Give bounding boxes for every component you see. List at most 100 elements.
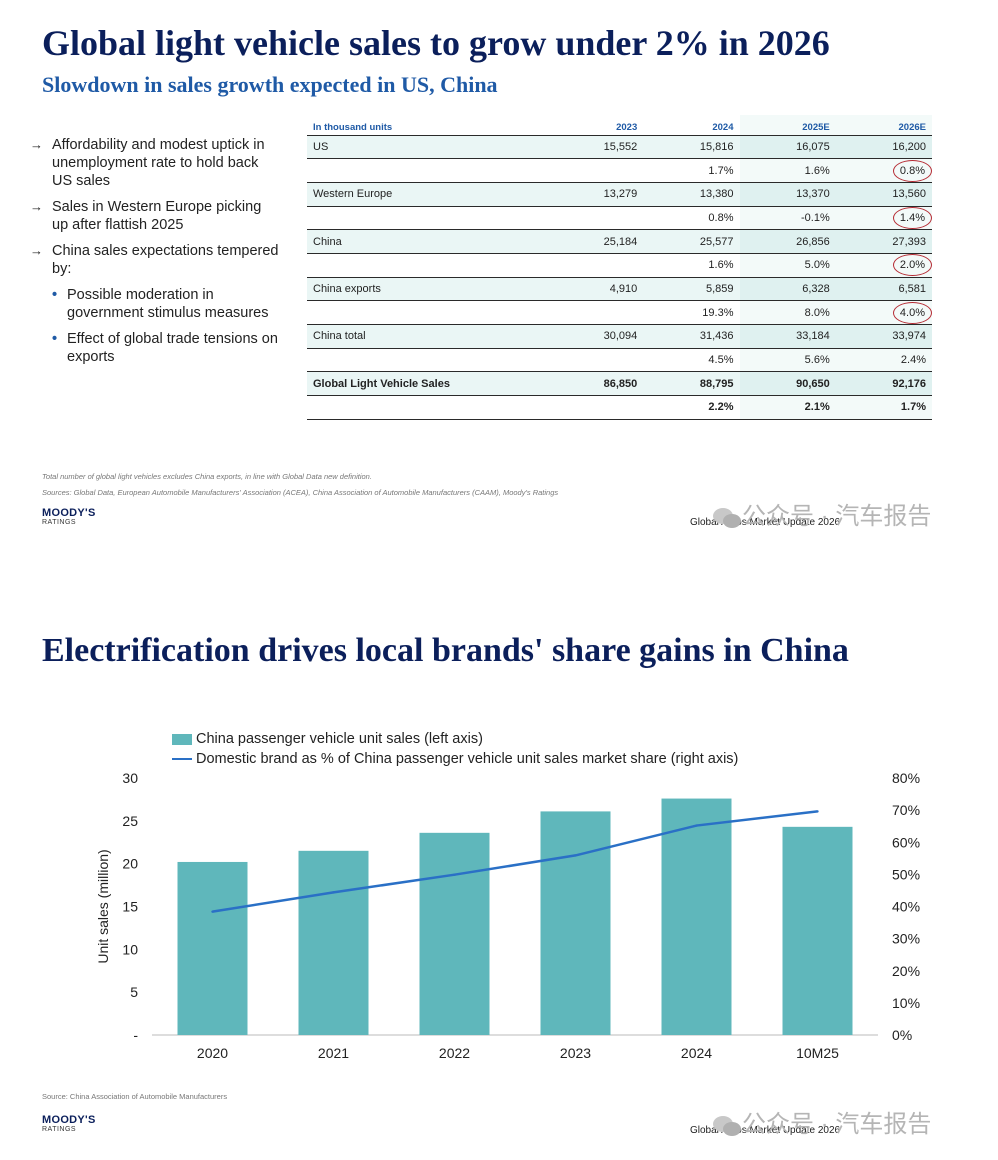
column-header: 2025E (739, 115, 836, 136)
row-label (307, 348, 547, 373)
table-cell: 0.8% (835, 158, 932, 183)
y2-tick-label: 20% (892, 963, 920, 979)
y-tick-label: 30 (122, 770, 138, 786)
y-tick-label: - (133, 1027, 138, 1043)
table-cell (547, 300, 644, 325)
bullet-text: Affordability and modest uptick in unemp… (52, 137, 265, 189)
bar-2020 (177, 861, 248, 1035)
table-cell: 15,552 (547, 135, 644, 160)
row-label: China (307, 229, 547, 254)
bar-2023 (540, 811, 611, 1035)
table-cell: 16,075 (739, 135, 836, 160)
logo-sub: RATINGS (42, 1126, 77, 1133)
share-point-2023 (574, 854, 577, 857)
sub-bullet-text: Effect of global trade tensions on expor… (67, 331, 278, 365)
table-cell (547, 253, 644, 278)
table-cell: 33,184 (739, 324, 836, 349)
slide1-subtitle: Slowdown in sales growth expected in US,… (42, 72, 498, 97)
logo-name: MOODY'S (42, 507, 96, 519)
table-cell: 1.6% (643, 253, 740, 278)
row-label: US (307, 135, 547, 160)
table-cell: 13,560 (835, 182, 932, 207)
table-cell: 31,436 (643, 324, 740, 349)
table-row: China 25,184 25,577 26,856 27,393 (307, 229, 932, 254)
x-tick-label: 2022 (439, 1045, 470, 1061)
y2-tick-label: 0% (892, 1027, 912, 1043)
table-cell: 33,974 (835, 324, 932, 349)
table-row: 1.6% 5.0% 2.0% (307, 253, 932, 278)
bullet-item: → Sales in Western Europe picking up afte… (30, 198, 280, 234)
bullet-text: China sales expectations tempered by: (52, 243, 279, 277)
row-label: China total (307, 324, 547, 349)
table-cell (547, 348, 644, 373)
logo-sub: RATINGS (42, 519, 77, 526)
table-cell: 4,910 (547, 277, 644, 302)
row-label (307, 300, 547, 325)
table-cell: 13,370 (739, 182, 836, 207)
table-row: 19.3% 8.0% 4.0% (307, 300, 932, 325)
bar-2022 (419, 832, 490, 1035)
bar-2021 (298, 850, 369, 1035)
share-line (212, 810, 818, 913)
table-cell: 8.0% (739, 300, 836, 325)
table-cell: 90,650 (739, 371, 836, 397)
y2-tick-label: 40% (892, 899, 920, 915)
sub-bullet-text: Possible moderation in government stimul… (67, 287, 269, 321)
table-cell: 6,328 (739, 277, 836, 302)
y2-tick-label: 80% (892, 770, 920, 786)
highlight-circle: 4.0% (892, 301, 932, 324)
table-cell: 1.6% (739, 158, 836, 183)
arrow-icon: → (30, 137, 43, 152)
slide2-title: Electrification drives local brands' sha… (42, 632, 849, 669)
share-point-2022 (453, 873, 456, 876)
row-label (307, 253, 547, 278)
logo-name: MOODY'S (42, 1114, 96, 1126)
legend-bar-swatch (172, 733, 192, 745)
watermark-text: 公众号 · 汽车报告 (742, 1111, 932, 1138)
table-cell: 25,184 (547, 229, 644, 254)
table-cell: -0.1% (739, 206, 836, 231)
x-tick-label: 2023 (560, 1045, 591, 1061)
watermark-text: 公众号 · 汽车报告 (742, 503, 932, 530)
table-cell (547, 395, 644, 420)
table-cell: 15,816 (643, 135, 740, 160)
table-cell: 4.5% (643, 348, 740, 373)
sub-bullet-item: • Possible moderation in government stimu… (30, 286, 280, 322)
y-axis-title: Unit sales (million) (95, 849, 111, 963)
share-point-2024 (695, 824, 698, 827)
table-row: Global Light Vehicle Sales 86,850 88,795 90… (307, 371, 932, 397)
y-tick-label: 25 (122, 813, 138, 829)
y-tick-label: 10 (122, 941, 138, 957)
table-cell: 2.1% (739, 395, 836, 420)
footnote: Total number of global light vehicles ex… (42, 472, 372, 481)
y-tick-label: 15 (122, 899, 138, 915)
table-cell (547, 158, 644, 183)
table-cell: 6,581 (835, 277, 932, 302)
table-cell: 1.7% (643, 158, 740, 183)
table-cell: 0.8% (643, 206, 740, 231)
table-row: 1.7% 1.6% 0.8% (307, 158, 932, 183)
table-cell: 88,795 (643, 371, 740, 397)
table-cell: 1.4% (835, 206, 932, 231)
sales-table: In thousand units 2023 2024 2025E 2026E US 15,… (307, 115, 932, 420)
legend-item-line: Domestic brand as % of China passenger v… (172, 751, 738, 767)
sub-bullet-item: • Effect of global trade tensions on expo… (30, 330, 280, 366)
bullet-dot-icon: • (52, 331, 58, 347)
row-label: Global Light Vehicle Sales (307, 371, 547, 397)
table-cell (547, 206, 644, 231)
table-cell: 2.4% (835, 348, 932, 373)
row-label (307, 206, 547, 231)
y2-tick-label: 30% (892, 931, 920, 947)
highlight-circle: 1.4% (892, 206, 932, 229)
chart-source: Source: China Association of Automobile … (42, 1092, 228, 1101)
legend-line-swatch (172, 758, 192, 761)
table-cell: 92,176 (835, 371, 932, 397)
table-row: Western Europe 13,279 13,380 13,370 13,560 (307, 182, 932, 207)
y2-tick-label: 60% (892, 834, 920, 850)
table-cell: 30,094 (547, 324, 644, 349)
slide1-footer: Global Autos Market Update 2026 (690, 517, 841, 528)
moodys-logo: MOODY'S RATINGS (42, 507, 96, 526)
wechat-icon (713, 507, 741, 528)
watermark-2: 公众号 · 汽车报告 (712, 1104, 931, 1139)
table-row: 2.2% 2.1% 1.7% (307, 395, 932, 420)
